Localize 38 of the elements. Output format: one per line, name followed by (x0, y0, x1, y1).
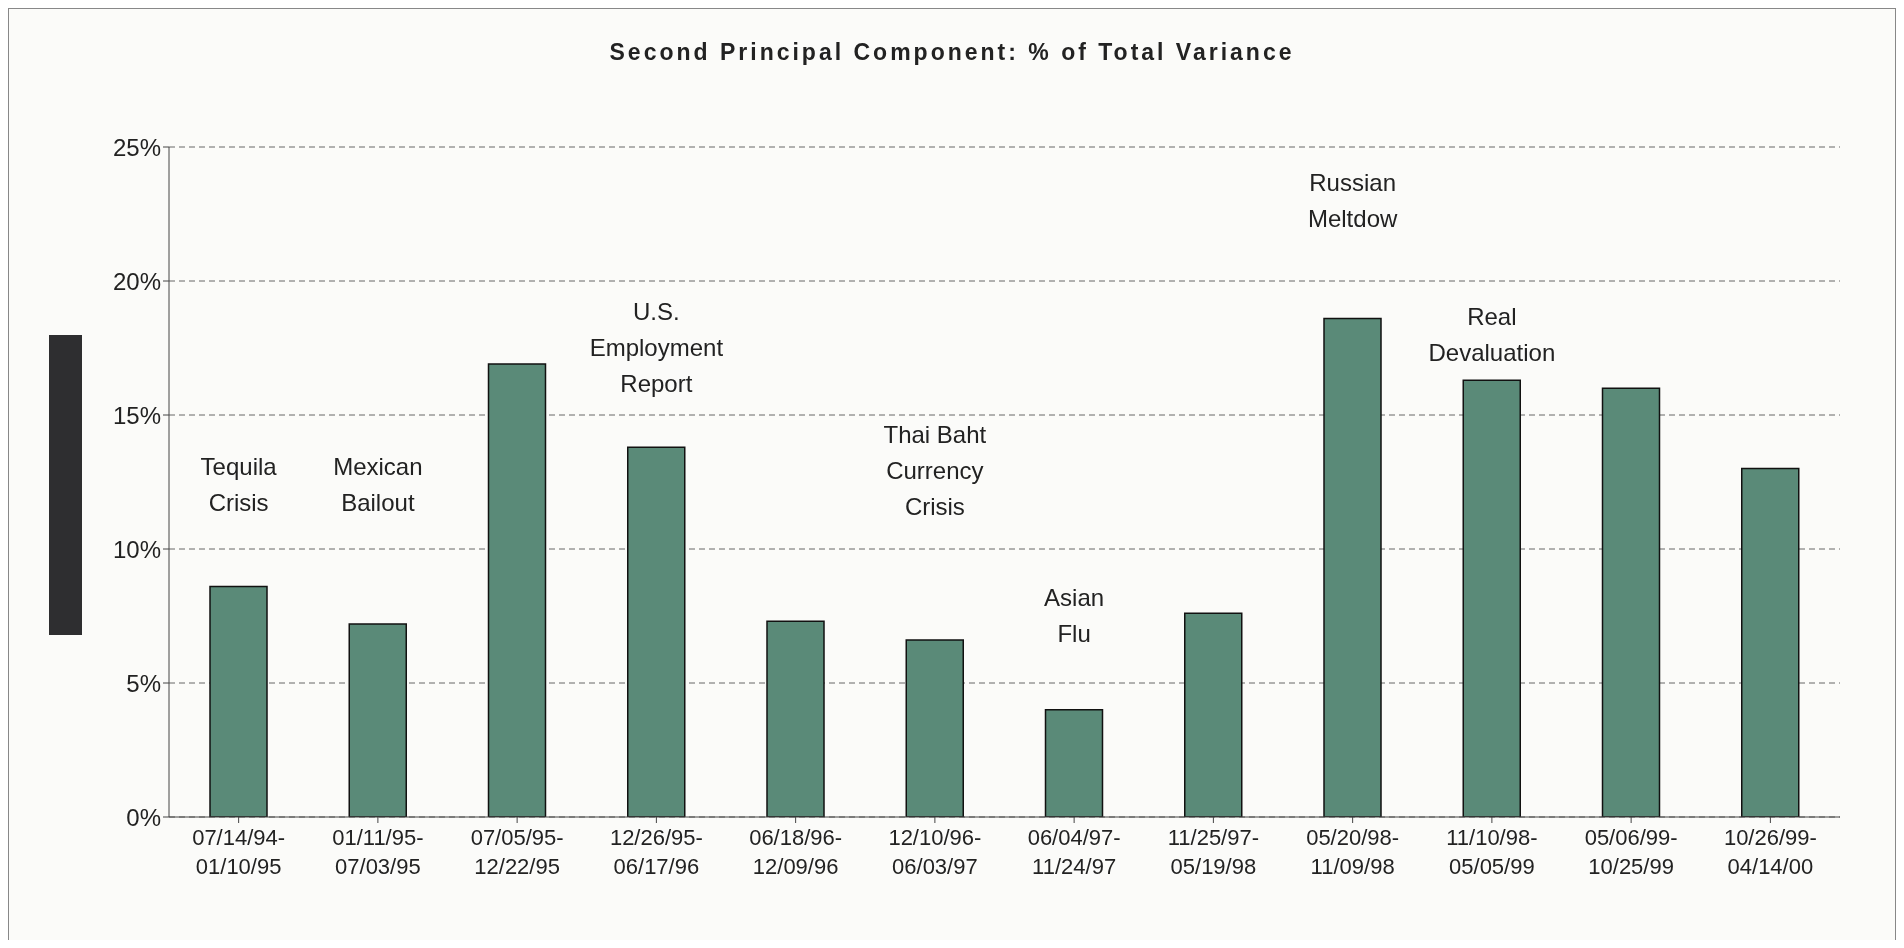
y-tick-label: 25% (112, 133, 161, 161)
annotation: Asian Flu (1044, 584, 1105, 647)
x-tick-label: 12/10/96-06/03/97 (888, 825, 982, 879)
x-tick-label: 10/26/99-04/14/00 (1723, 825, 1817, 879)
x-tick-label: 05/06/99-10/25/99 (1584, 825, 1678, 879)
annotation: Real Devaluation (1428, 302, 1556, 366)
bar (905, 639, 964, 817)
bar (1462, 379, 1521, 817)
bar (766, 620, 825, 817)
x-tick-label: 11/10/98-05/05/99 (1446, 825, 1538, 879)
x-tick-label: 05/20/98-11/09/98 (1306, 825, 1400, 879)
bar (1323, 317, 1382, 817)
annotation: Mexican Bailout (333, 452, 423, 516)
y-tick-label: 10% (112, 535, 161, 563)
x-tick-label: 12/26/95-06/17/96 (609, 825, 703, 879)
annotation: U.S. Employment Report (589, 298, 724, 397)
x-tick-label: 07/14/94-01/10/95 (192, 825, 286, 879)
bar (209, 585, 268, 817)
y-tick-label: 5% (126, 669, 161, 697)
x-tick-label: 01/11/95-07/03/95 (332, 825, 424, 879)
bar (1044, 709, 1104, 817)
x-tick-label: 07/05/95-12/22/95 (470, 825, 564, 879)
bar (1601, 387, 1661, 817)
annotation: Tequila Crisis (200, 452, 278, 516)
chart-title: Second Principal Component: % of Total Variance (608, 39, 1296, 66)
y-tick-label: 15% (112, 401, 161, 429)
y-tick-label: 0% (126, 803, 161, 831)
annotation: Thai Baht Currency Crisis (883, 421, 987, 521)
bar (348, 623, 407, 817)
bar (627, 446, 686, 817)
x-tick-label: 06/04/97-11/24/97 (1027, 825, 1121, 879)
bar (1184, 612, 1243, 817)
bar (1741, 467, 1800, 817)
bar (487, 363, 547, 817)
annotation: Russian Meltdow (1307, 168, 1398, 232)
y-tick-label: 20% (112, 267, 161, 295)
x-tick-label: 11/25/97-05/19/98 (1167, 825, 1260, 879)
x-tick-label: 06/18/96-12/09/96 (749, 825, 843, 879)
